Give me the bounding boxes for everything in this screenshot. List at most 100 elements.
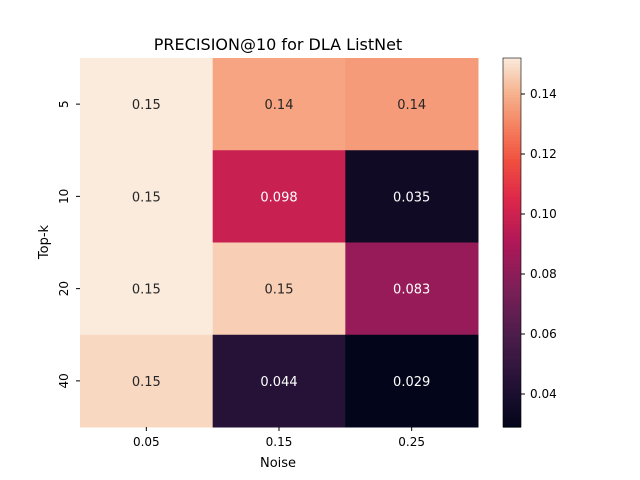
colorbar-segment bbox=[503, 310, 521, 314]
heatmap-cell bbox=[212, 150, 346, 243]
colorbar-segment bbox=[503, 131, 521, 136]
colorbar-segment bbox=[503, 374, 521, 379]
cell-value-label: 0.098 bbox=[260, 190, 297, 205]
x-tick-label: 0.25 bbox=[398, 435, 425, 449]
colorbar-segment bbox=[503, 165, 521, 170]
colorbar-segment bbox=[503, 64, 521, 68]
heatmap-cell bbox=[80, 334, 214, 428]
colorbar-segment bbox=[503, 423, 521, 428]
colorbar-segment bbox=[503, 285, 521, 290]
colorbar-segment bbox=[503, 70, 521, 74]
heatmap-cell bbox=[345, 334, 479, 428]
colorbar-segment bbox=[503, 319, 521, 324]
colorbar-segment bbox=[503, 168, 521, 173]
colorbar-segment bbox=[503, 122, 521, 127]
colorbar-segment bbox=[503, 276, 521, 280]
heatmap-cell bbox=[80, 150, 214, 243]
cell-value-label: 0.15 bbox=[132, 98, 161, 113]
colorbar-segment bbox=[503, 334, 521, 339]
colorbar-tick-label: 0.10 bbox=[530, 207, 557, 221]
colorbar-segment bbox=[503, 390, 521, 394]
colorbar-segment bbox=[503, 340, 521, 345]
colorbar-segment bbox=[503, 343, 521, 348]
colorbar-segment bbox=[503, 141, 521, 145]
colorbar-segment bbox=[503, 402, 521, 407]
colorbar-segment bbox=[503, 411, 521, 416]
colorbar-segment bbox=[503, 242, 521, 247]
colorbar-segment bbox=[503, 61, 521, 65]
colorbar-segment bbox=[503, 307, 521, 311]
colorbar-segment bbox=[503, 156, 521, 161]
colorbar-segment bbox=[503, 227, 521, 231]
colorbar-segment bbox=[503, 414, 521, 419]
colorbar-segment bbox=[503, 325, 521, 330]
colorbar-segment bbox=[503, 88, 521, 93]
heatmap-cell bbox=[345, 58, 479, 151]
colorbar-segment bbox=[503, 239, 521, 244]
colorbar-tick-label: 0.04 bbox=[530, 387, 557, 401]
colorbar-tick-label: 0.06 bbox=[530, 327, 557, 341]
colorbar-segment bbox=[503, 101, 521, 105]
colorbar-segment bbox=[503, 233, 521, 237]
y-tick-label: 5 bbox=[57, 100, 71, 108]
cell-value-label: 0.15 bbox=[265, 283, 294, 298]
colorbar-segment bbox=[503, 230, 521, 234]
colorbar-segment bbox=[503, 97, 521, 102]
colorbar-segment bbox=[503, 119, 521, 124]
cell-value-label: 0.14 bbox=[265, 98, 294, 113]
y-axis-ticks: 5 10 20 40 bbox=[57, 100, 80, 389]
colorbar-segment bbox=[503, 144, 521, 148]
colorbar-segment bbox=[503, 128, 521, 133]
colorbar-segment bbox=[503, 337, 521, 342]
colorbar-segment bbox=[503, 304, 521, 308]
colorbar-segment bbox=[503, 273, 521, 277]
heatmap-cell bbox=[212, 334, 346, 428]
colorbar-segment bbox=[503, 199, 521, 204]
x-tick-label: 0.15 bbox=[266, 435, 293, 449]
colorbar-segment bbox=[503, 153, 521, 157]
colorbar-segment bbox=[503, 380, 521, 385]
colorbar-segment bbox=[503, 353, 521, 357]
colorbar-segment bbox=[503, 159, 521, 164]
colorbar-segment bbox=[503, 76, 521, 81]
colorbar-segment bbox=[503, 291, 521, 296]
colorbar-tick-label: 0.08 bbox=[530, 267, 557, 281]
colorbar-segment bbox=[503, 116, 521, 121]
colorbar-segment bbox=[503, 356, 521, 360]
colorbar-segment bbox=[503, 211, 521, 216]
colorbar-segment bbox=[503, 322, 521, 327]
colorbar-segment bbox=[503, 365, 521, 370]
cell-value-label: 0.044 bbox=[260, 375, 297, 390]
colorbar-segment bbox=[503, 279, 521, 284]
y-tick-label: 20 bbox=[57, 281, 71, 296]
heatmap-cell bbox=[212, 242, 346, 336]
chart-title: PRECISION@10 for DLA ListNet bbox=[154, 35, 402, 54]
colorbar-segment bbox=[503, 202, 521, 207]
colorbar-segment bbox=[503, 107, 521, 111]
colorbar-segment bbox=[503, 328, 521, 333]
colorbar-segment bbox=[503, 245, 521, 250]
colorbar-segment bbox=[503, 110, 521, 114]
colorbar-segment bbox=[503, 85, 521, 90]
colorbar-segment bbox=[503, 331, 521, 336]
colorbar-segment bbox=[503, 217, 521, 222]
colorbar-frame bbox=[502, 57, 522, 428]
heatmap-cell bbox=[80, 242, 214, 336]
colorbar-tick-label: 0.14 bbox=[530, 87, 557, 101]
colorbar-segment bbox=[503, 368, 521, 373]
x-axis-label: Noise bbox=[260, 456, 296, 471]
x-tick-label: 0.05 bbox=[133, 435, 160, 449]
colorbar-segment bbox=[503, 350, 521, 354]
colorbar-segment bbox=[503, 196, 521, 201]
colorbar-segment bbox=[503, 174, 521, 179]
colorbar-segment bbox=[503, 73, 521, 78]
colorbar-segment bbox=[503, 177, 521, 182]
colorbar-segment bbox=[503, 408, 521, 413]
colorbar-segment bbox=[503, 190, 521, 194]
colorbar-segment bbox=[503, 313, 521, 317]
colorbar-segment bbox=[503, 294, 521, 299]
colorbar-segment bbox=[503, 208, 521, 213]
colorbar-segment bbox=[503, 248, 521, 253]
colorbar-segment bbox=[503, 267, 521, 271]
